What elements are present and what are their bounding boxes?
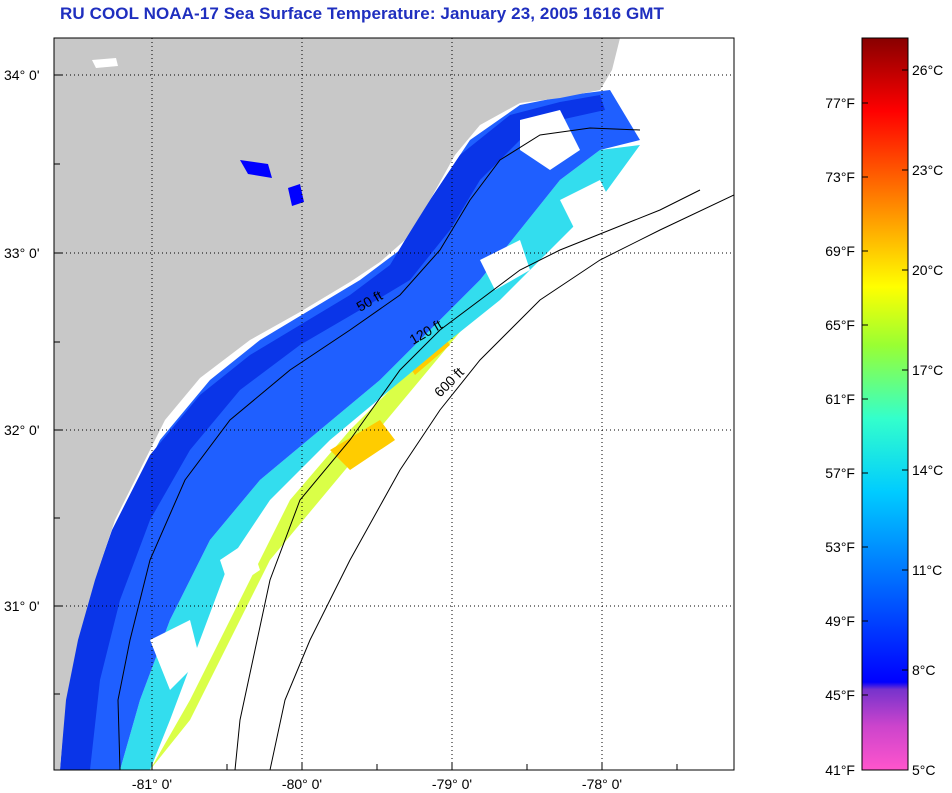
isobaths <box>117 127 734 770</box>
f-label-69: 69°F <box>825 243 855 259</box>
sst-warm-band <box>150 230 540 770</box>
colorbar-gradient <box>861 37 909 771</box>
c-label-20: 20°C <box>912 262 943 278</box>
f-label-57: 57°F <box>825 465 855 481</box>
inland-lake-moultrie <box>288 184 304 206</box>
inland-lake-marion <box>240 160 272 178</box>
c-label-14: 14°C <box>912 462 943 478</box>
f-label-77: 77°F <box>825 95 855 111</box>
c-label-26: 26°C <box>912 62 943 78</box>
lon-label-79: -79° 0' <box>432 776 472 792</box>
lon-label-78: -78° 0' <box>582 776 622 792</box>
c-label-11: 11°C <box>912 562 942 578</box>
map-title: RU COOL NOAA-17 Sea Surface Temperature:… <box>60 4 665 23</box>
isobath-600ft <box>269 194 734 770</box>
f-label-65: 65°F <box>825 317 855 333</box>
colorbar-ticks <box>862 69 908 696</box>
sst-map: 50 ft 120 ft 600 ft 34° 0' 33° 0' 32° 0'… <box>4 37 735 792</box>
c-label-23: 23°C <box>912 162 943 178</box>
isobath-120ft <box>234 189 701 770</box>
f-label-53: 53°F <box>825 539 855 555</box>
lon-label-80: -80° 0' <box>282 776 322 792</box>
lon-label-81: -81° 0' <box>132 776 172 792</box>
f-label-73: 73°F <box>825 169 855 185</box>
f-label-61: 61°F <box>825 391 855 407</box>
lat-label-31: 31° 0' <box>4 598 40 614</box>
map-frame <box>53 37 735 771</box>
c-label-5: 5°C <box>912 762 936 778</box>
c-label-8: 8°C <box>912 662 936 678</box>
c-label-17: 17°C <box>912 362 943 378</box>
lat-label-34: 34° 0' <box>4 67 40 83</box>
map-grid <box>54 38 734 770</box>
f-label-41: 41°F <box>825 762 855 778</box>
f-label-49: 49°F <box>825 613 855 629</box>
lat-label-33: 33° 0' <box>4 245 40 261</box>
f-label-45: 45°F <box>825 687 855 703</box>
axis-ticks <box>54 74 678 770</box>
land-mass <box>54 38 620 770</box>
cloud-patches <box>150 110 620 690</box>
inland-lake-north <box>92 58 118 68</box>
sst-coldest-coast <box>60 95 605 770</box>
isobath-50ft <box>117 127 641 770</box>
lat-label-32: 32° 0' <box>4 422 40 438</box>
